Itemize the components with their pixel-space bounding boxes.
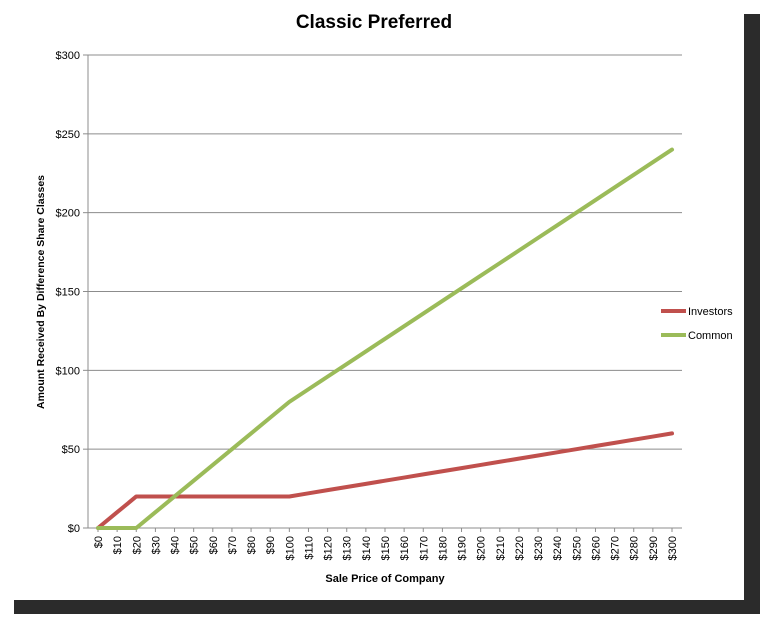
x-tick-label: $260 <box>590 536 602 560</box>
axes <box>87 55 682 529</box>
x-tick-label: $110 <box>303 536 315 560</box>
x-tick-label: $270 <box>610 536 622 560</box>
gridlines <box>88 54 682 450</box>
x-tick-label: $240 <box>552 536 564 560</box>
x-tick-label: $170 <box>418 536 430 560</box>
y-axis-label: Amount Received By Difference Share Clas… <box>35 175 47 409</box>
card <box>4 4 744 600</box>
y-tick-label: $100 <box>56 365 80 377</box>
x-tick-label: $60 <box>208 536 220 554</box>
y-tick-label: $50 <box>62 444 80 456</box>
x-tick-label: $120 <box>323 536 335 560</box>
x-tick-label: $200 <box>476 536 488 560</box>
x-tick-label: $90 <box>265 536 277 554</box>
chart-title: Classic Preferred <box>296 12 452 33</box>
x-tick-label: $40 <box>170 536 182 554</box>
x-tick-label: $50 <box>189 536 201 554</box>
x-tick-label: $160 <box>399 536 411 560</box>
x-tick-label: $30 <box>150 536 162 554</box>
legend-label-common: Common <box>688 330 733 342</box>
x-tick-label: $80 <box>246 536 258 554</box>
x-tick-label: $280 <box>629 536 641 560</box>
x-tick-label: $150 <box>380 536 392 560</box>
series-line-investors <box>96 431 674 530</box>
x-tick-label: $210 <box>495 536 507 560</box>
x-tick-label: $290 <box>648 536 660 560</box>
legend-label-investors: Investors <box>688 306 733 318</box>
legend: Investors Common <box>661 306 733 342</box>
x-tick-label: $20 <box>131 536 143 554</box>
x-tick-label: $300 <box>667 536 679 560</box>
series-line-common <box>96 147 674 530</box>
x-tick-label: $220 <box>514 536 526 560</box>
x-tick-label: $250 <box>571 536 583 560</box>
y-tick-label: $150 <box>56 287 80 299</box>
x-axis-ticks: $0 $10 $20 $30 $40 $50 $60 $70 $80 $90 $100 $110 $12… <box>93 528 679 560</box>
y-tick-label: $300 <box>56 50 80 62</box>
x-tick-label: $140 <box>361 536 373 560</box>
x-tick-label: $130 <box>342 536 354 560</box>
y-tick-label: $0 <box>68 523 80 535</box>
y-axis-ticks: $0 $50 $100 $150 $200 $250 $300 <box>56 50 88 535</box>
x-tick-label: $10 <box>112 536 124 554</box>
y-tick-label: $200 <box>56 208 80 220</box>
x-tick-label: $190 <box>457 536 469 560</box>
series-lines <box>96 147 674 530</box>
x-tick-label: $230 <box>533 536 545 560</box>
x-tick-label: $0 <box>93 536 105 548</box>
x-tick-label: $70 <box>227 536 239 554</box>
x-axis-label: Sale Price of Company <box>325 573 445 585</box>
x-tick-label: $100 <box>284 536 296 560</box>
x-tick-label: $180 <box>437 536 449 560</box>
y-tick-label: $250 <box>56 129 80 141</box>
